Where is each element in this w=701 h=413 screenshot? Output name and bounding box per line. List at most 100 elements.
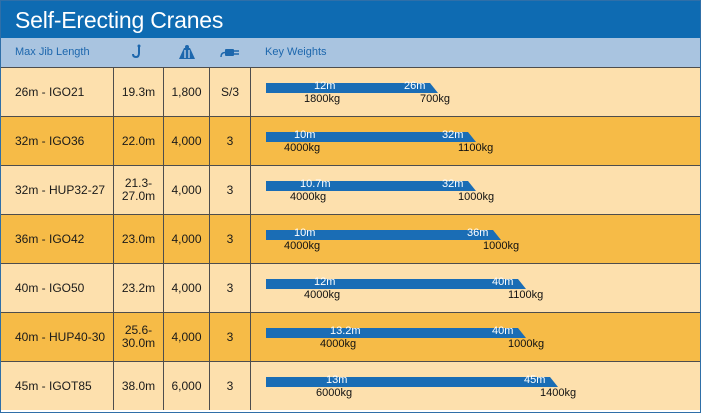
column-divider	[209, 166, 210, 214]
crane-model: 40m - IGO50	[15, 281, 85, 295]
column-divider	[209, 362, 210, 410]
crane-model: 26m - IGO21	[15, 85, 85, 99]
far-load-label: 1000kg	[483, 240, 520, 252]
key-weights-bar: 10.7m 32m 4000kg 1000kg	[266, 178, 494, 203]
far-distance-label: 26m	[404, 80, 426, 92]
column-divider	[250, 362, 251, 410]
near-distance-label: 10.7m	[300, 178, 331, 190]
table-row: 26m - IGO21 19.3m 1,800 S/3 12m 26m 1800kg 700k…	[1, 67, 700, 116]
jib-bar-fill	[266, 132, 476, 142]
column-divider	[163, 166, 164, 214]
weight: 4,000	[171, 232, 202, 246]
column-divider	[250, 215, 251, 263]
crane-model: 32m - IGO36	[15, 134, 85, 148]
column-divider	[209, 117, 210, 165]
column-divider	[113, 313, 114, 361]
power: 3	[226, 183, 234, 197]
column-divider	[113, 264, 114, 312]
power: 3	[226, 232, 234, 246]
near-load-label: 4000kg	[320, 338, 357, 350]
jib-bar-shape	[266, 132, 476, 142]
hook-height: 25.6- 30.0m	[121, 323, 156, 350]
column-divider	[163, 215, 164, 263]
far-distance-label: 32m	[442, 178, 464, 190]
hook-height-icon	[131, 44, 147, 60]
far-distance-label: 45m	[524, 374, 546, 386]
far-distance-label: 32m	[442, 129, 464, 141]
jib-bar-fill	[266, 377, 558, 387]
column-divider	[209, 215, 210, 263]
table-row: 45m - IGOT85 38.0m 6,000 3 13m 45m 6000kg 1400k…	[1, 361, 700, 410]
hook-height: 38.0m	[121, 378, 156, 393]
column-divider	[163, 117, 164, 165]
key-weights-bar: 13m 45m 6000kg 1400kg	[266, 374, 576, 399]
far-load-label: 1100kg	[508, 289, 544, 301]
crane-model: 40m - HUP40-30	[15, 330, 106, 344]
jib-bar-shape	[266, 83, 438, 93]
column-divider	[163, 313, 164, 361]
jib-bar-shape	[266, 328, 526, 338]
near-load-label: 4000kg	[290, 191, 327, 203]
far-load-label: 1000kg	[508, 338, 545, 350]
near-distance-label: 12m	[314, 80, 336, 92]
key-weights-bar: 10m 36m 4000kg 1000kg	[266, 227, 519, 252]
hook-height: 21.3- 27.0m	[121, 176, 156, 203]
key-weights-bar: 12m 40m 4000kg 1100kg	[266, 276, 543, 301]
near-distance-label: 10m	[294, 227, 316, 239]
key-weights-bar: 13.2m 40m 4000kg 1000kg	[266, 325, 544, 350]
power: 3	[226, 330, 234, 344]
jib-bar-shape	[266, 377, 558, 387]
key-weights-bar: 12m 26m 1800kg 700kg	[266, 80, 450, 105]
weight: 1,800	[171, 85, 202, 99]
power: 3	[226, 281, 234, 295]
title-bar: Self-Erecting Cranes	[1, 1, 700, 38]
table-row: 40m - HUP40-30 25.6- 30.0m 4,000 3 13.2m 40m 4…	[1, 312, 700, 361]
near-distance-label: 12m	[314, 276, 336, 288]
column-divider	[163, 68, 164, 116]
column-divider	[113, 362, 114, 410]
near-distance-label: 10m	[294, 129, 316, 141]
far-distance-label: 40m	[492, 276, 514, 288]
far-load-label: 1400kg	[540, 387, 577, 399]
column-divider	[250, 68, 251, 116]
column-divider	[250, 264, 251, 312]
power: 3	[226, 379, 234, 393]
header-key-weights: Key Weights	[265, 46, 327, 58]
crane-model: 36m - IGO42	[15, 232, 85, 246]
weight: 4,000	[171, 330, 202, 344]
table-row: 32m - IGO36 22.0m 4,000 3 10m 32m 4000kg 1100kg	[1, 116, 700, 165]
far-load-label: 1100kg	[458, 142, 494, 154]
near-load-label: 6000kg	[316, 387, 353, 399]
near-load-label: 1800kg	[304, 93, 341, 105]
column-divider	[209, 68, 210, 116]
column-divider	[250, 166, 251, 214]
hook-height: 23.2m	[121, 280, 156, 295]
crane-model: 45m - IGOT85	[15, 379, 92, 393]
far-distance-label: 36m	[467, 227, 489, 239]
weight: 4,000	[171, 183, 202, 197]
weight: 4,000	[171, 134, 202, 148]
hook-height: 19.3m	[121, 84, 156, 99]
header-max-jib-length: Max Jib Length	[15, 46, 90, 58]
column-divider	[113, 166, 114, 214]
jib-bar-shape	[266, 230, 501, 240]
jib-bar-shape	[266, 279, 526, 289]
column-divider	[163, 264, 164, 312]
table-row: 40m - IGO50 23.2m 4,000 3 12m 40m 4000kg 1100kg	[1, 263, 700, 312]
column-divider	[113, 68, 114, 116]
crane-model: 32m - HUP32-27	[15, 183, 106, 197]
weight: 4,000	[171, 281, 202, 295]
near-load-label: 4000kg	[304, 289, 341, 301]
near-distance-label: 13.2m	[330, 325, 361, 337]
column-divider	[209, 313, 210, 361]
column-divider	[163, 362, 164, 410]
hook-height: 22.0m	[121, 133, 156, 148]
table-row: 36m - IGO42 23.0m 4,000 3 10m 36m 4000kg 1000kg	[1, 214, 700, 263]
power-plug-icon	[220, 44, 240, 60]
jib-bar-fill	[266, 328, 526, 338]
near-distance-label: 13m	[326, 374, 348, 386]
jib-bar-shape	[266, 181, 476, 191]
far-load-label: 1000kg	[458, 191, 495, 203]
table-row: 32m - HUP32-27 21.3- 27.0m 4,000 3 10.7m 32m 4…	[1, 165, 700, 214]
